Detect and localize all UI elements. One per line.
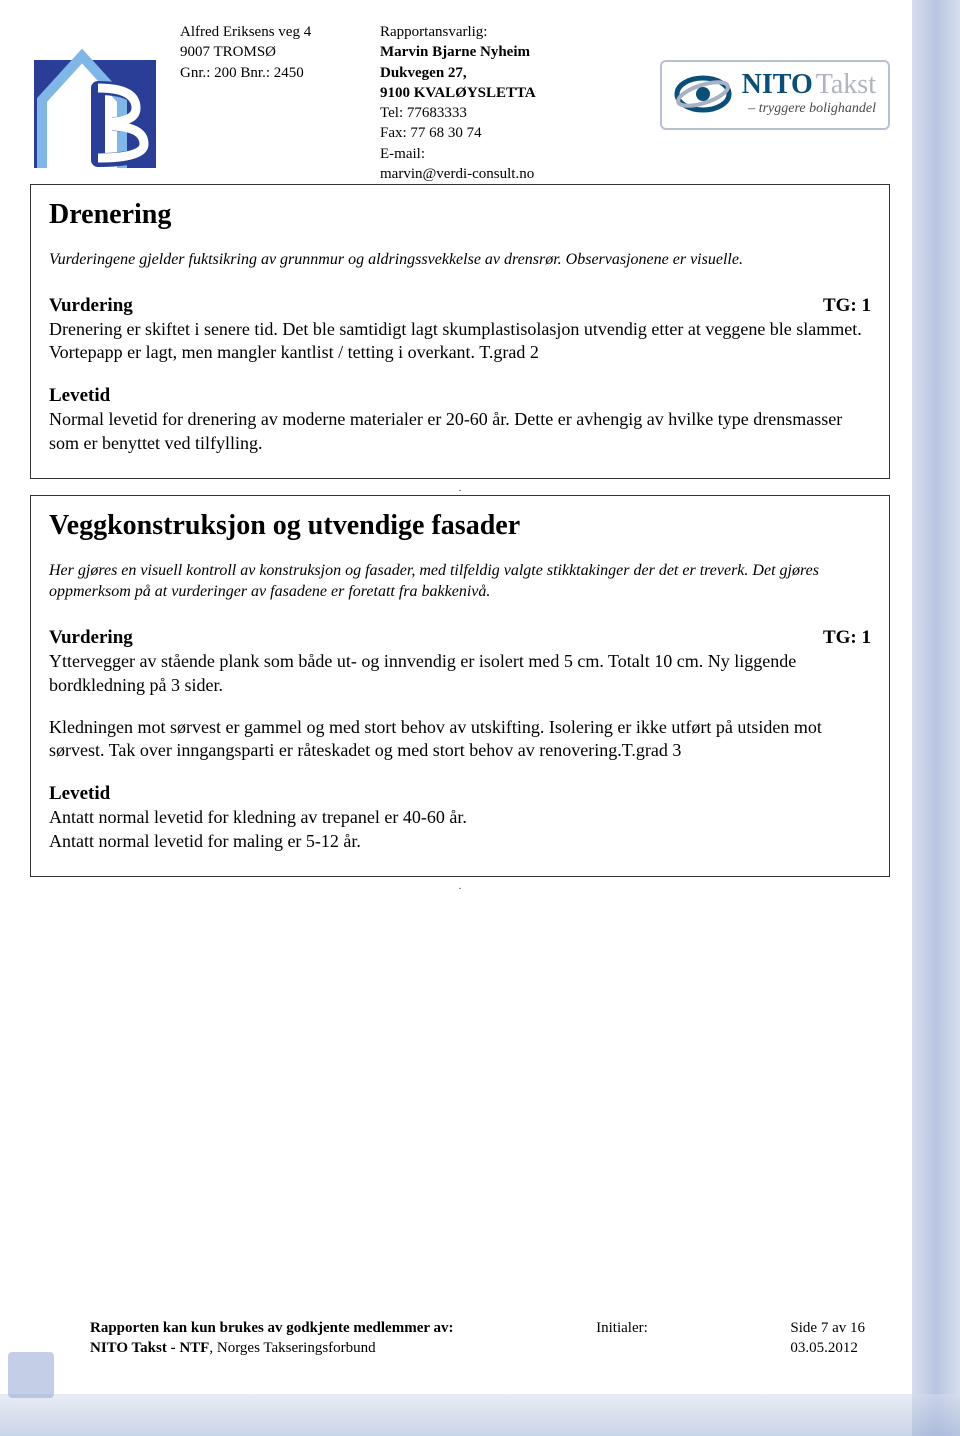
nito-logo-area: NITOTakst – tryggere bolighandel bbox=[620, 20, 890, 130]
page: Alfred Eriksens veg 4 9007 TROMSØ Gnr.: … bbox=[0, 0, 960, 1436]
assessment-label: Vurdering bbox=[49, 625, 133, 650]
footer-org-rest: , Norges Takseringsforbund bbox=[209, 1340, 375, 1356]
address-line: 9007 TROMSØ bbox=[180, 42, 360, 62]
responsible-email-label: E-mail: bbox=[380, 144, 600, 164]
nito-brand: NITOTakst bbox=[742, 71, 876, 99]
footer-org-bold: NITO Takst - NTF bbox=[90, 1340, 209, 1356]
nito-brand-main: NITO bbox=[742, 69, 813, 100]
nito-ellipse-icon bbox=[674, 70, 732, 118]
address-line: Alfred Eriksens veg 4 bbox=[180, 22, 360, 42]
tg-grade: TG: 1 bbox=[823, 293, 871, 318]
responsible-name: Marvin Bjarne Nyheim bbox=[380, 42, 600, 62]
separator-dot: . bbox=[30, 883, 890, 891]
lifetime-label: Levetid bbox=[49, 383, 871, 408]
footer-date: 03.05.2012 bbox=[790, 1338, 865, 1358]
separator-dot: . bbox=[30, 485, 890, 493]
content-area: Alfred Eriksens veg 4 9007 TROMSØ Gnr.: … bbox=[30, 20, 890, 1376]
footer-right: Side 7 av 16 03.05.2012 bbox=[790, 1318, 865, 1359]
lifetime-label: Levetid bbox=[49, 781, 871, 806]
lifetime-text: Antatt normal levetid for kledning av tr… bbox=[49, 806, 871, 854]
lifetime-text: Normal levetid for drenering av moderne … bbox=[49, 408, 871, 456]
section-drenering: Drenering Vurderingene gjelder fuktsikri… bbox=[30, 184, 890, 479]
address-line: Gnr.: 200 Bnr.: 2450 bbox=[180, 63, 360, 83]
footer-usage-line: Rapporten kan kun brukes av godkjente me… bbox=[90, 1318, 454, 1338]
header: Alfred Eriksens veg 4 9007 TROMSØ Gnr.: … bbox=[30, 20, 890, 184]
section-title: Drenering bbox=[49, 199, 871, 231]
responsible-label: Rapportansvarlig: bbox=[380, 22, 600, 42]
company-logo-icon bbox=[30, 30, 160, 170]
section-vegg: Veggkonstruksjon og utvendige fasader He… bbox=[30, 495, 890, 877]
nito-brand-sub: Takst bbox=[816, 69, 876, 100]
assessment-label: Vurdering bbox=[49, 293, 133, 318]
section-intro: Vurderingene gjelder fuktsikring av grun… bbox=[49, 249, 871, 271]
responsible-email: marvin@verdi-consult.no bbox=[380, 164, 600, 184]
tg-grade: TG: 1 bbox=[823, 625, 871, 650]
footer-left: Rapporten kan kun brukes av godkjente me… bbox=[90, 1318, 454, 1359]
assessment-text-2: Kledningen mot sørvest er gammel og med … bbox=[49, 716, 871, 764]
address-block: Alfred Eriksens veg 4 9007 TROMSØ Gnr.: … bbox=[180, 20, 360, 83]
responsible-fax: Fax: 77 68 30 74 bbox=[380, 123, 600, 143]
section-intro: Her gjøres en visuell kontroll av konstr… bbox=[49, 560, 871, 603]
decor-border-right bbox=[912, 0, 960, 1436]
assessment-text: Drenering er skiftet i senere tid. Det b… bbox=[49, 318, 871, 366]
responsible-block: Rapportansvarlig: Marvin Bjarne Nyheim D… bbox=[380, 20, 600, 184]
responsible-city: 9100 KVALØYSLETTA bbox=[380, 83, 600, 103]
nito-logo-box: NITOTakst – tryggere bolighandel bbox=[660, 60, 890, 130]
assessment-text: Yttervegger av stående plank som både ut… bbox=[49, 650, 871, 698]
nito-text: NITOTakst – tryggere bolighandel bbox=[742, 71, 876, 117]
section-title: Veggkonstruksjon og utvendige fasader bbox=[49, 510, 871, 542]
footer: Rapporten kan kun brukes av godkjente me… bbox=[90, 1318, 865, 1359]
nito-slogan: – tryggere bolighandel bbox=[742, 101, 876, 117]
footer-page: Side 7 av 16 bbox=[790, 1318, 865, 1338]
footer-initials: Initialer: bbox=[596, 1318, 648, 1359]
footer-org-line: NITO Takst - NTF, Norges Takseringsforbu… bbox=[90, 1338, 454, 1358]
responsible-tel: Tel: 77683333 bbox=[380, 103, 600, 123]
decor-border-bottom bbox=[0, 1394, 960, 1436]
responsible-street: Dukvegen 27, bbox=[380, 63, 600, 83]
